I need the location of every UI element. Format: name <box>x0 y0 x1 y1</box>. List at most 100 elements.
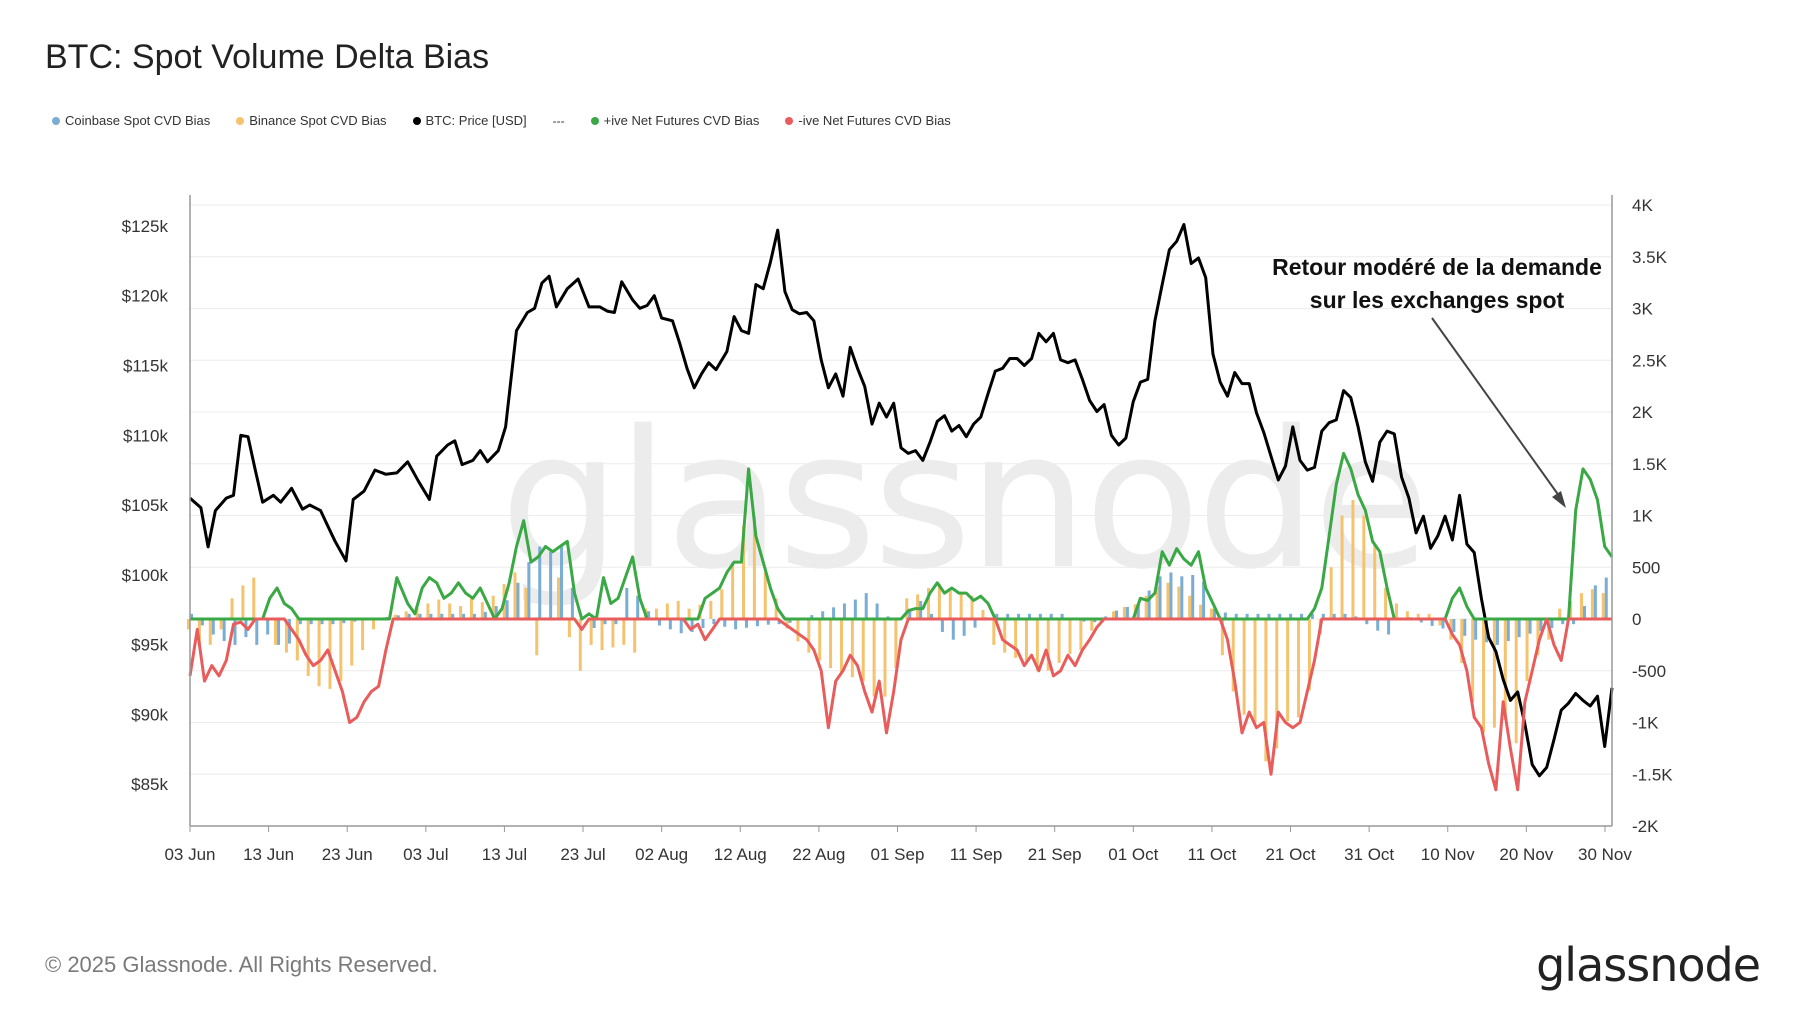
bar-binance <box>187 619 190 630</box>
bar-coinbase <box>592 619 596 629</box>
annotation: Retour modéré de la demande sur les excha… <box>1272 254 1602 508</box>
bar-binance <box>829 619 833 669</box>
bar-coinbase <box>309 619 313 625</box>
bar-binance <box>1525 619 1529 682</box>
bar-binance <box>208 619 212 645</box>
legend-label-btc-price: BTC: Price [USD] <box>425 113 527 128</box>
bar-coinbase <box>1463 619 1467 636</box>
legend-item-positive-futures[interactable]: +ive Net Futures CVD Bias <box>590 113 760 128</box>
bar-coinbase <box>647 611 651 619</box>
bar-coinbase <box>995 613 999 619</box>
bar-binance <box>905 598 909 619</box>
bar-coinbase <box>211 619 215 635</box>
bar-binance <box>469 598 473 619</box>
bar-coinbase <box>1169 572 1173 619</box>
legend-item-btc-price[interactable]: BTC: Price [USD] <box>412 113 527 128</box>
bar-binance <box>1362 515 1366 619</box>
y-left-tick-label: $100k <box>122 566 169 585</box>
bar-binance <box>1394 603 1398 619</box>
legend-item-negative-futures[interactable]: -ive Net Futures CVD Bias <box>785 113 951 128</box>
bar-binance <box>959 591 963 619</box>
bar-coinbase <box>516 582 520 619</box>
legend-label-positive-futures: +ive Net Futures CVD Bias <box>603 113 760 128</box>
legend-item-binance[interactable]: Binance Spot CVD Bias <box>236 113 387 128</box>
y-left-tick-label: $125k <box>122 217 169 236</box>
y-left-tick-label: $85k <box>131 775 168 794</box>
bar-binance <box>1275 619 1279 749</box>
bar-coinbase <box>190 613 193 619</box>
bar-coinbase <box>1310 613 1314 619</box>
x-tick-label: 13 Jul <box>482 845 527 864</box>
annotation-line-1: Retour modéré de la demande <box>1272 254 1602 280</box>
bar-binance <box>600 619 604 651</box>
bar-coinbase <box>1300 613 1304 619</box>
footer-copyright: © 2025 Glassnode. All Rights Reserved. <box>45 952 438 977</box>
bar-binance <box>1166 582 1170 619</box>
bar-coinbase <box>1038 613 1042 619</box>
bar-coinbase <box>1060 613 1064 619</box>
x-tick-label: 13 Jun <box>243 845 294 864</box>
y-right-tick-label: 4K <box>1632 196 1653 215</box>
x-tick-label: 21 Sep <box>1028 845 1082 864</box>
bar-binance <box>1590 589 1594 619</box>
bar-binance <box>1057 619 1061 663</box>
legend-item-dash[interactable]: --- <box>553 113 565 128</box>
legend-dot-binance <box>236 116 245 125</box>
x-tick-label: 01 Oct <box>1108 845 1158 864</box>
bar-coinbase <box>396 615 400 619</box>
bar-coinbase <box>1604 577 1608 619</box>
bar-coinbase <box>462 613 466 619</box>
bar-coinbase <box>1147 590 1151 619</box>
glassnode-logo[interactable]: glassnode <box>1536 938 1761 992</box>
bar-coinbase <box>940 619 944 632</box>
bar-coinbase <box>810 615 814 619</box>
bar-binance <box>1536 619 1540 656</box>
bar-binance <box>230 598 234 619</box>
bar-coinbase <box>1006 613 1010 619</box>
bar-binance <box>1340 515 1344 619</box>
bar-binance <box>372 619 376 630</box>
x-tick-label: 11 Sep <box>950 845 1003 864</box>
bar-binance <box>491 595 495 619</box>
bar-binance <box>970 595 974 619</box>
bar-binance <box>1068 619 1072 654</box>
bar-coinbase <box>549 551 553 619</box>
bar-binance <box>785 619 789 629</box>
bar-binance <box>241 585 245 619</box>
legend-dot-positive-futures <box>590 116 599 125</box>
x-tick-label: 11 Oct <box>1188 845 1237 864</box>
bar-coinbase <box>864 593 868 619</box>
bar-binance <box>709 600 713 619</box>
bar-coinbase <box>1452 619 1456 632</box>
bar-binance <box>763 572 767 619</box>
bar-binance <box>1329 567 1333 619</box>
legend-item-coinbase[interactable]: Coinbase Spot CVD Bias <box>52 113 210 128</box>
bar-binance <box>480 602 484 619</box>
legend-dash-marker: --- <box>552 113 565 128</box>
y-right-tick-label: 3K <box>1632 300 1653 319</box>
bar-binance <box>1220 619 1224 656</box>
bar-coinbase <box>1158 576 1162 619</box>
bar-binance <box>1231 619 1235 692</box>
bar-coinbase <box>614 619 618 625</box>
bar-coinbase <box>1202 581 1206 619</box>
bar-coinbase <box>494 606 498 619</box>
bar-coinbase <box>1517 619 1521 638</box>
bar-binance <box>992 619 996 645</box>
bar-coinbase <box>266 619 270 635</box>
bar-binance <box>948 587 952 619</box>
legend-dot-coinbase <box>52 116 60 125</box>
bar-binance <box>872 619 876 697</box>
bar-binance <box>1558 608 1562 619</box>
bar-binance <box>393 614 397 619</box>
bar-coinbase <box>1180 576 1184 619</box>
y-left-tick-label: $105k <box>122 496 169 515</box>
bar-binance <box>1460 619 1464 663</box>
y-right-tick-label: -1.5K <box>1632 765 1673 784</box>
bar-coinbase <box>1267 613 1271 619</box>
bar-coinbase <box>1125 606 1129 619</box>
bar-binance <box>894 619 898 669</box>
bar-coinbase <box>1234 613 1238 619</box>
bar-coinbase <box>342 619 346 624</box>
bar-coinbase <box>570 587 574 619</box>
